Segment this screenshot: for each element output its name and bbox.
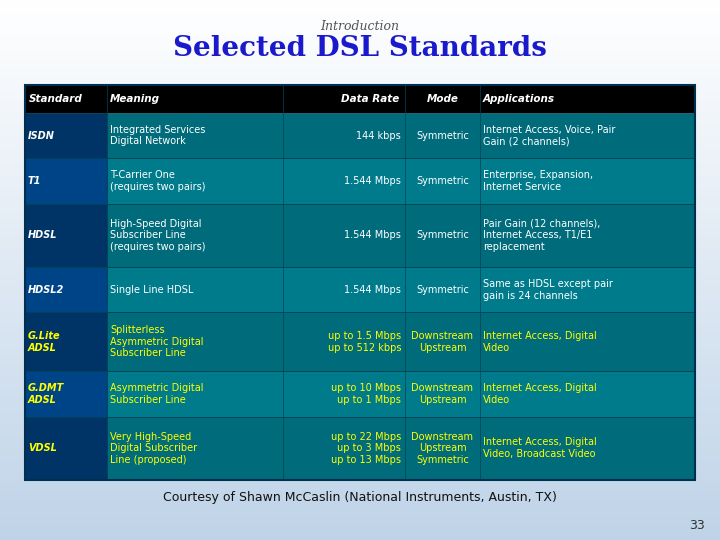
Text: HDSL2: HDSL2 — [28, 285, 64, 295]
Text: Internet Access, Voice, Pair
Gain (2 channels): Internet Access, Voice, Pair Gain (2 cha… — [483, 125, 616, 146]
Text: Symmetric: Symmetric — [416, 131, 469, 140]
Text: Downstream
Upstream
Symmetric: Downstream Upstream Symmetric — [412, 431, 474, 465]
Text: Internet Access, Digital
Video: Internet Access, Digital Video — [483, 383, 597, 404]
Text: Applications: Applications — [483, 94, 555, 104]
Text: Mode: Mode — [427, 94, 459, 104]
Text: VDSL: VDSL — [28, 443, 57, 453]
Text: Data Rate: Data Rate — [341, 94, 399, 104]
Bar — [25, 204, 695, 267]
Bar — [25, 267, 695, 312]
Text: G.Lite
ADSL: G.Lite ADSL — [28, 331, 60, 353]
Text: 33: 33 — [689, 519, 705, 532]
Bar — [25, 416, 695, 480]
Text: 1.544 Mbps: 1.544 Mbps — [344, 285, 401, 295]
Text: Internet Access, Digital
Video: Internet Access, Digital Video — [483, 331, 597, 353]
Text: Splitterless
Asymmetric Digital
Subscriber Line: Splitterless Asymmetric Digital Subscrib… — [110, 325, 204, 359]
Bar — [25, 85, 695, 113]
Bar — [25, 158, 107, 204]
Text: Symmetric: Symmetric — [416, 176, 469, 186]
Text: High-Speed Digital
Subscriber Line
(requires two pairs): High-Speed Digital Subscriber Line (requ… — [110, 219, 205, 252]
Text: up to 1.5 Mbps
up to 512 kbps: up to 1.5 Mbps up to 512 kbps — [328, 331, 401, 353]
Text: Same as HDSL except pair
gain is 24 channels: Same as HDSL except pair gain is 24 chan… — [483, 279, 613, 300]
Text: Integrated Services
Digital Network: Integrated Services Digital Network — [110, 125, 205, 146]
Text: HDSL: HDSL — [28, 231, 58, 240]
Text: Downstream
Upstream: Downstream Upstream — [412, 331, 474, 353]
Text: T1: T1 — [28, 176, 41, 186]
Bar — [25, 158, 695, 204]
Text: Enterprise, Expansion,
Internet Service: Enterprise, Expansion, Internet Service — [483, 170, 593, 192]
Bar — [25, 372, 107, 416]
Text: Asymmetric Digital
Subscriber Line: Asymmetric Digital Subscriber Line — [110, 383, 204, 404]
Text: Downstream
Upstream: Downstream Upstream — [412, 383, 474, 404]
Text: up to 22 Mbps
up to 3 Mbps
up to 13 Mbps: up to 22 Mbps up to 3 Mbps up to 13 Mbps — [330, 431, 401, 465]
Text: up to 10 Mbps
up to 1 Mbps: up to 10 Mbps up to 1 Mbps — [331, 383, 401, 404]
Text: Introduction: Introduction — [320, 20, 400, 33]
Bar — [25, 416, 107, 480]
Bar — [25, 312, 107, 372]
Text: Very High-Speed
Digital Subscriber
Line (proposed): Very High-Speed Digital Subscriber Line … — [110, 431, 197, 465]
Text: Symmetric: Symmetric — [416, 285, 469, 295]
Text: ISDN: ISDN — [28, 131, 55, 140]
Bar — [25, 113, 695, 158]
Text: Meaning: Meaning — [110, 94, 160, 104]
Bar — [25, 85, 695, 480]
Text: Symmetric: Symmetric — [416, 231, 469, 240]
Bar — [25, 204, 107, 267]
Text: G.DMT
ADSL: G.DMT ADSL — [28, 383, 64, 404]
Text: 144 kbps: 144 kbps — [356, 131, 401, 140]
Text: 1.544 Mbps: 1.544 Mbps — [344, 231, 401, 240]
Text: Selected DSL Standards: Selected DSL Standards — [173, 35, 547, 62]
Bar — [25, 267, 107, 312]
Bar — [25, 372, 695, 416]
Text: Standard: Standard — [29, 94, 83, 104]
Text: Courtesy of Shawn McCaslin (National Instruments, Austin, TX): Courtesy of Shawn McCaslin (National Ins… — [163, 491, 557, 504]
Text: 1.544 Mbps: 1.544 Mbps — [344, 176, 401, 186]
Text: Pair Gain (12 channels),
Internet Access, T1/E1
replacement: Pair Gain (12 channels), Internet Access… — [483, 219, 600, 252]
Bar — [25, 312, 695, 372]
Text: T-Carrier One
(requires two pairs): T-Carrier One (requires two pairs) — [110, 170, 205, 192]
Text: Single Line HDSL: Single Line HDSL — [110, 285, 194, 295]
Text: Internet Access, Digital
Video, Broadcast Video: Internet Access, Digital Video, Broadcas… — [483, 437, 597, 459]
Bar — [25, 113, 107, 158]
